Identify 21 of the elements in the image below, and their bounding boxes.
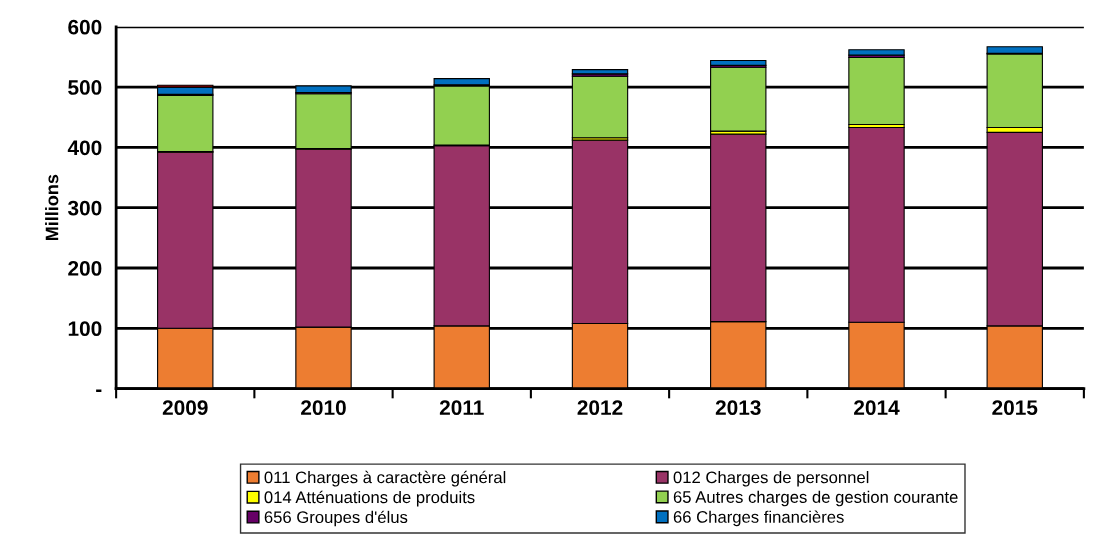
legend-label: 014 Atténuations de produits — [264, 490, 475, 507]
x-tick-label: 2009 — [162, 400, 208, 416]
x-tick-label: 2015 — [992, 400, 1038, 416]
y-tick-label: 300 — [67, 200, 102, 216]
y-tick-label: - — [96, 389, 102, 392]
x-tick-label: 2011 — [439, 400, 484, 416]
y-tick-label: 200 — [68, 261, 102, 276]
x-tick-label: 2010 — [301, 400, 346, 416]
y-tick-label: 100 — [68, 321, 102, 337]
y-tick-label: 400 — [67, 140, 102, 156]
y-axis-title: Millions — [45, 174, 59, 241]
y-tick-label: 500 — [68, 80, 102, 95]
legend-label: 011 Charges à caractère général — [264, 470, 506, 487]
x-tick-label: 2012 — [577, 400, 623, 416]
y-tick-label: 600 — [68, 19, 102, 35]
legend-label: 65 Autres charges de gestion courante — [673, 490, 958, 507]
legend-label: 012 Charges de personnel — [673, 471, 869, 487]
legend-label: 66 Charges financières — [673, 510, 844, 527]
x-tick-label: 2013 — [715, 400, 761, 416]
legend-label: 656 Groupes d'élus — [264, 510, 408, 527]
x-tick-label: 2014 — [854, 400, 900, 416]
